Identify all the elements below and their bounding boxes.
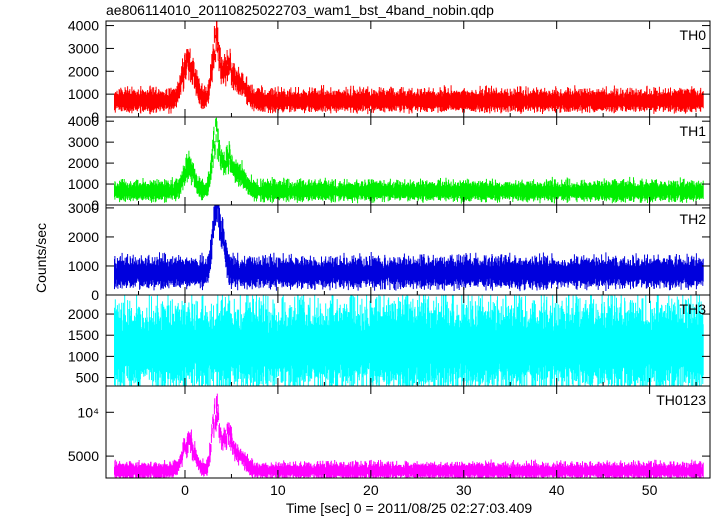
y-tick-label: 3000 (68, 40, 99, 56)
x-tick-label: 20 (363, 482, 379, 498)
y-tick-label: 3000 (68, 134, 99, 150)
y-tick-label: 1000 (68, 86, 99, 102)
series-label-th2: TH2 (680, 211, 707, 227)
y-tick-label: 2000 (68, 306, 99, 322)
y-tick-label: 0 (91, 109, 99, 125)
y-tick-label: 2000 (68, 63, 99, 79)
series-th3-line (114, 295, 704, 386)
x-axis-label: Time [sec] 0 = 2011/08/25 02:27:03.409 (286, 500, 533, 516)
panels: 01000200030004000TH001000200030004000TH1… (68, 18, 711, 498)
y-tick-label: 10⁴ (77, 404, 99, 420)
y-tick-label: 0 (91, 197, 99, 213)
y-tick-label: 1000 (68, 348, 99, 364)
series-th2-line (114, 205, 704, 292)
x-tick-label: 10 (270, 482, 286, 498)
panel-th0: 0 1000 2000 3000 4000 TH0 (68, 18, 711, 125)
y-tick-label: 1000 (68, 258, 99, 274)
y-tick-label: 5000 (68, 448, 99, 464)
panel-th2: 0 1000 2000 3000 TH2 (68, 200, 711, 303)
panel-th0123: 5000 10⁴ TH0123 (68, 385, 711, 479)
y-tick-label: 2000 (68, 155, 99, 171)
x-tick-label: 50 (642, 482, 658, 498)
series-th1-line (114, 117, 704, 204)
panel-th1: 0 1000 2000 3000 4000 TH1 (68, 113, 711, 213)
y-tick-label: 4000 (68, 113, 99, 129)
series-label-th1: TH1 (680, 123, 707, 139)
y-axis-label: Counts/sec (33, 223, 49, 293)
series-label-th0123: TH0123 (656, 392, 706, 408)
series-label-th0: TH0 (680, 27, 707, 43)
x-tick-label: 40 (549, 482, 565, 498)
panel-th3: 500 1000 1500 2000 TH3 (68, 294, 711, 387)
series-th0-line (114, 21, 704, 115)
x-tick-label: 0 (181, 482, 189, 498)
panel-frame (105, 385, 711, 479)
chart-title: ae806114010_20110825022703_wam1_bst_4ban… (106, 2, 494, 18)
y-tick-label: 500 (76, 370, 100, 386)
y-tick-label: 0 (91, 287, 99, 303)
series-label-th3: TH3 (680, 301, 707, 317)
y-tick-label: 3000 (68, 200, 99, 216)
y-tick-label: 4000 (68, 18, 99, 34)
series-th0123-line (114, 393, 704, 478)
y-tick-label: 2000 (68, 229, 99, 245)
y-tick-label: 1500 (68, 327, 99, 343)
y-tick-label: 1000 (68, 176, 99, 192)
x-tick-label: 30 (456, 482, 472, 498)
